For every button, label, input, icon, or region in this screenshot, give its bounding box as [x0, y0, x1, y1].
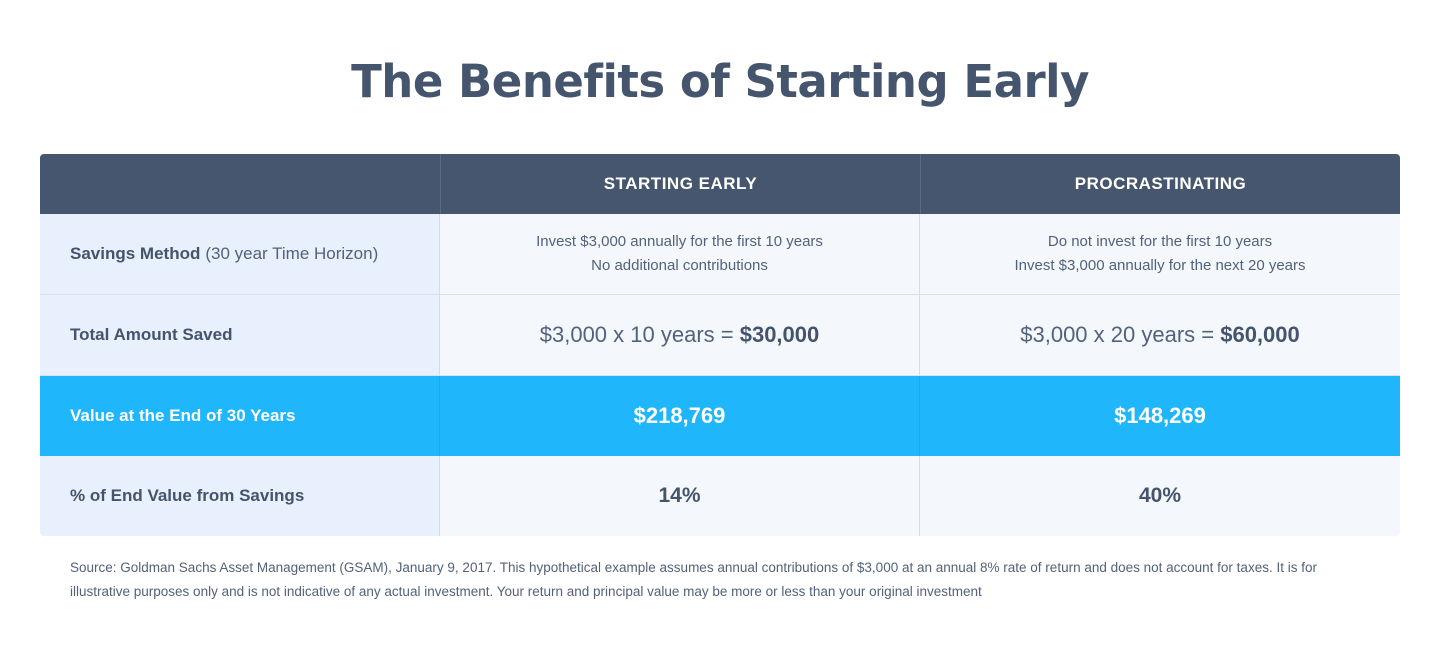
total-saved-procrastinating-formula: $3,000 x 20 years = [1020, 322, 1221, 347]
pct-from-savings-starting-early-value: 14% [658, 484, 701, 507]
savings-method-starting-early-line-2: No additional contributions [591, 257, 768, 274]
savings-method-starting-early-line-1: Invest $3,000 annually for the first 10 … [536, 233, 823, 250]
row-label-pct-from-savings: % of End Value from Savings [40, 456, 440, 536]
row-label-savings-method: Savings Method (30 year Time Horizon) [40, 214, 440, 294]
header-procrastinating: PROCRASTINATING [920, 154, 1400, 214]
pct-from-savings-procrastinating: 40% [920, 456, 1400, 536]
row-total-saved: Total Amount Saved $3,000 x 10 years = $… [40, 295, 1400, 376]
table-header-row: STARTING EARLY PROCRASTINATING [40, 154, 1400, 214]
source-footnote: Source: Goldman Sachs Asset Management (… [70, 560, 1317, 599]
comparison-table: STARTING EARLY PROCRASTINATING Savings M… [40, 154, 1400, 536]
savings-method-procrastinating-line-1: Do not invest for the first 10 years [1047, 233, 1273, 250]
end-value-starting-early: $218,769 [440, 376, 920, 456]
savings-method-label: Savings Method [70, 244, 201, 263]
total-saved-procrastinating-result: $60,000 [1220, 322, 1300, 347]
page-title: The Benefits of Starting Early [351, 55, 1089, 108]
total-saved-starting-early: $3,000 x 10 years = $30,000 [440, 295, 920, 375]
end-value-procrastinating-value: $148,269 [1114, 403, 1206, 428]
header-starting-early: STARTING EARLY [440, 154, 920, 214]
total-saved-starting-early-result: $30,000 [739, 322, 820, 347]
header-cell-empty [40, 154, 440, 214]
total-saved-procrastinating: $3,000 x 20 years = $60,000 [920, 295, 1400, 375]
savings-method-procrastinating-line-2: Invest $3,000 annually for the next 20 y… [1014, 257, 1306, 274]
row-label-end-value: Value at the End of 30 Years [40, 376, 440, 456]
savings-method-note: (30 year Time Horizon) [205, 244, 379, 263]
pct-from-savings-label: % of End Value from Savings [70, 486, 305, 505]
row-pct-from-savings: % of End Value from Savings 14% 40% [40, 456, 1400, 536]
row-label-total-saved: Total Amount Saved [40, 295, 440, 375]
row-savings-method: Savings Method (30 year Time Horizon) In… [40, 214, 1400, 295]
row-end-value: Value at the End of 30 Years $218,769 $1… [40, 376, 1400, 456]
total-saved-starting-early-value: $3,000 x 10 years = $30,000 [540, 322, 820, 348]
total-saved-procrastinating-value: $3,000 x 20 years = $60,000 [1020, 322, 1300, 348]
end-value-starting-early-value: $218,769 [633, 403, 726, 428]
end-value-procrastinating: $148,269 [920, 376, 1400, 456]
pct-from-savings-starting-early: 14% [440, 456, 920, 536]
savings-method-starting-early: Invest $3,000 annually for the first 10 … [440, 214, 920, 294]
total-saved-starting-early-formula: $3,000 x 10 years = [539, 322, 740, 347]
savings-method-procrastinating: Do not invest for the first 10 years Inv… [920, 214, 1400, 294]
pct-from-savings-procrastinating-value: 40% [1138, 484, 1182, 507]
total-saved-label: Total Amount Saved [70, 325, 233, 344]
end-value-label: Value at the End of 30 Years [70, 406, 296, 425]
